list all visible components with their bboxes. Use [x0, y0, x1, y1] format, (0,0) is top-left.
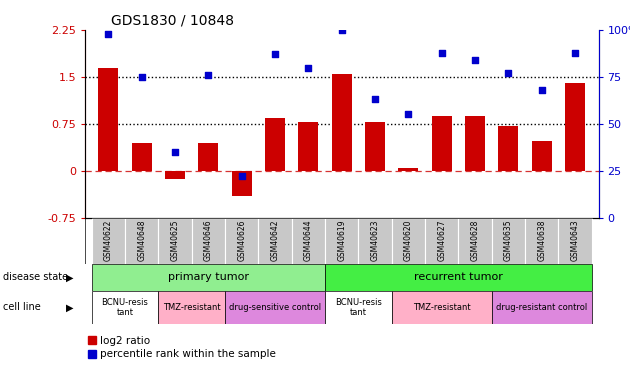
Bar: [459, 217, 492, 264]
Bar: [158, 291, 225, 324]
Bar: [225, 291, 325, 324]
Bar: [332, 74, 352, 171]
Text: GSM40620: GSM40620: [404, 220, 413, 261]
Bar: [265, 117, 285, 171]
Bar: [398, 168, 418, 171]
Bar: [392, 291, 492, 324]
Bar: [92, 291, 158, 324]
Text: GDS1830 / 10848: GDS1830 / 10848: [111, 13, 234, 27]
Bar: [365, 122, 385, 171]
Text: GSM40638: GSM40638: [537, 220, 546, 261]
Point: [437, 50, 447, 55]
Bar: [532, 141, 552, 171]
Bar: [132, 142, 152, 171]
Text: GSM40619: GSM40619: [337, 220, 346, 261]
Bar: [192, 217, 225, 264]
Text: ▶: ▶: [66, 303, 73, 313]
Point: [503, 70, 513, 76]
Text: disease state: disease state: [3, 273, 68, 282]
Text: GSM40643: GSM40643: [571, 220, 580, 261]
Bar: [325, 264, 592, 291]
Bar: [492, 217, 525, 264]
Bar: [325, 291, 392, 324]
Text: GSM40644: GSM40644: [304, 220, 313, 261]
Bar: [492, 291, 592, 324]
Bar: [258, 217, 292, 264]
Point: [203, 72, 214, 78]
Text: BCNU-resis
tant: BCNU-resis tant: [335, 298, 382, 317]
Point: [337, 27, 347, 33]
Text: TMZ-resistant: TMZ-resistant: [413, 303, 471, 312]
Text: GSM40626: GSM40626: [238, 220, 246, 261]
Point: [403, 111, 413, 117]
Bar: [225, 217, 258, 264]
Text: GSM40627: GSM40627: [437, 220, 446, 261]
Text: GSM40623: GSM40623: [370, 220, 380, 261]
Bar: [232, 171, 252, 196]
Bar: [292, 217, 325, 264]
Legend: log2 ratio, percentile rank within the sample: log2 ratio, percentile rank within the s…: [85, 332, 280, 363]
Bar: [92, 264, 325, 291]
Text: GSM40625: GSM40625: [171, 220, 180, 261]
Point: [570, 50, 580, 55]
Bar: [158, 217, 192, 264]
Bar: [392, 217, 425, 264]
Text: GSM40646: GSM40646: [204, 220, 213, 261]
Bar: [465, 116, 485, 171]
Text: TMZ-resistant: TMZ-resistant: [163, 303, 220, 312]
Bar: [125, 217, 158, 264]
Text: GSM40642: GSM40642: [271, 220, 280, 261]
Text: drug-sensitive control: drug-sensitive control: [229, 303, 321, 312]
Text: recurrent tumor: recurrent tumor: [414, 273, 503, 282]
Text: drug-resistant control: drug-resistant control: [496, 303, 587, 312]
Text: GSM40622: GSM40622: [104, 220, 113, 261]
Point: [470, 57, 480, 63]
Bar: [558, 217, 592, 264]
Text: ▶: ▶: [66, 273, 73, 283]
Text: GSM40635: GSM40635: [504, 220, 513, 261]
Bar: [498, 126, 518, 171]
Bar: [92, 217, 125, 264]
Point: [103, 31, 113, 37]
Text: GSM40648: GSM40648: [137, 220, 146, 261]
Bar: [525, 217, 558, 264]
Bar: [299, 122, 318, 171]
Bar: [432, 116, 452, 171]
Bar: [98, 68, 118, 171]
Point: [304, 64, 314, 70]
Bar: [325, 217, 358, 264]
Point: [170, 149, 180, 155]
Point: [237, 173, 247, 179]
Text: primary tumor: primary tumor: [168, 273, 249, 282]
Bar: [565, 83, 585, 171]
Point: [137, 74, 147, 80]
Text: GSM40628: GSM40628: [471, 220, 479, 261]
Bar: [165, 171, 185, 179]
Bar: [358, 217, 392, 264]
Text: BCNU-resis
tant: BCNU-resis tant: [101, 298, 149, 317]
Point: [370, 96, 380, 102]
Point: [537, 87, 547, 93]
Bar: [198, 142, 219, 171]
Text: cell line: cell line: [3, 303, 41, 312]
Point: [270, 51, 280, 57]
Bar: [425, 217, 459, 264]
